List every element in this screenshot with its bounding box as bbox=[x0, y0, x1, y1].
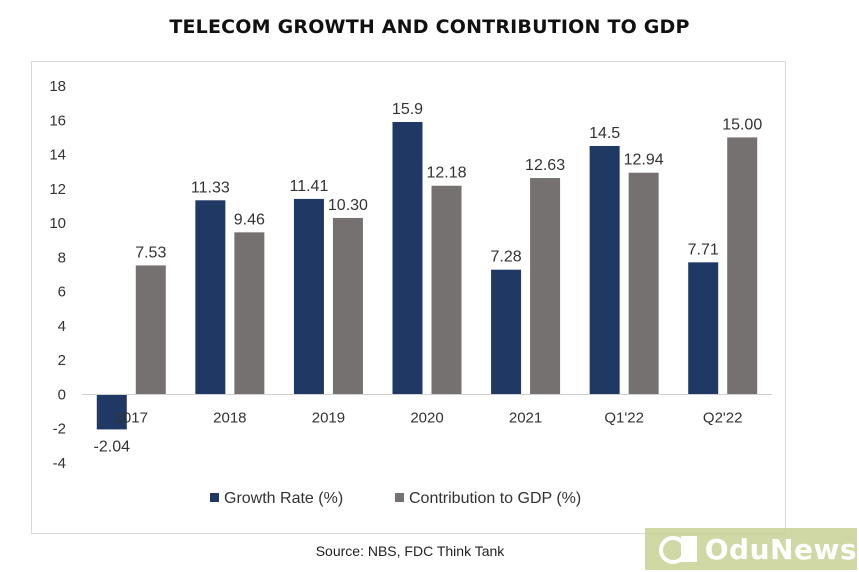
bar-growth-rate bbox=[195, 200, 226, 395]
data-label-contribution: 12.63 bbox=[525, 157, 565, 174]
bar-growth-rate bbox=[589, 145, 620, 395]
data-label-contribution: 15.00 bbox=[722, 116, 762, 133]
data-label-growth-rate: 14.5 bbox=[589, 125, 620, 142]
x-category-label: 2021 bbox=[509, 409, 542, 426]
y-tick-label: 12 bbox=[49, 181, 66, 198]
y-tick-label: 8 bbox=[58, 249, 66, 266]
data-label-growth-rate: 11.41 bbox=[289, 178, 328, 195]
bar-contribution bbox=[727, 137, 758, 395]
y-tick-label: 10 bbox=[49, 215, 66, 232]
y-tick-label: 18 bbox=[49, 78, 66, 95]
bar-contribution bbox=[530, 178, 561, 395]
data-label-contribution: 10.30 bbox=[328, 197, 368, 214]
chart-title: TELECOM GROWTH AND CONTRIBUTION TO GDP bbox=[169, 16, 690, 38]
legend-contribution-label: Contribution to GDP (%) bbox=[409, 490, 581, 507]
x-category-label: 2017 bbox=[115, 409, 148, 426]
bar-contribution bbox=[628, 172, 659, 395]
x-category-label: 2018 bbox=[213, 409, 246, 426]
y-tick-label: 0 bbox=[58, 386, 66, 403]
x-category-label: Q2'22 bbox=[703, 409, 743, 426]
data-label-contribution: 12.94 bbox=[624, 152, 664, 169]
bar-growth-rate bbox=[491, 269, 522, 395]
data-label-growth-rate: 7.71 bbox=[688, 241, 719, 258]
bar-contribution bbox=[431, 185, 462, 395]
bar-growth-rate bbox=[293, 198, 324, 395]
watermark: OduNews bbox=[645, 528, 857, 570]
category-labels: 2017 2018 2019 2020 2021 Q1'22 Q2'22 bbox=[115, 409, 743, 426]
y-tick-label: 6 bbox=[58, 284, 66, 301]
bar-contribution bbox=[234, 232, 265, 395]
y-tick-label: 14 bbox=[49, 147, 66, 164]
data-label-growth-rate: 15.9 bbox=[392, 101, 423, 118]
bar-contribution bbox=[332, 217, 363, 395]
bar-growth-rate bbox=[688, 262, 719, 395]
bar-growth-rate bbox=[96, 394, 127, 430]
y-tick-label: 2 bbox=[58, 352, 66, 369]
y-tick-label: -4 bbox=[53, 455, 66, 472]
legend: Growth Rate (%) Contribution to GDP (%) bbox=[210, 490, 581, 507]
data-label-contribution: 12.18 bbox=[426, 165, 466, 182]
x-category-label: 2020 bbox=[410, 409, 443, 426]
data-label-contribution: 7.53 bbox=[135, 244, 166, 261]
bars bbox=[96, 121, 758, 430]
data-label-growth-rate: -2.04 bbox=[94, 438, 131, 455]
y-axis-ticks: 18 16 14 12 10 8 6 4 2 0 -2 -4 bbox=[49, 78, 66, 472]
watermark-brand: OduNews bbox=[704, 532, 857, 566]
y-tick-label: 4 bbox=[58, 318, 66, 335]
watermark-logo-icon bbox=[659, 536, 699, 564]
x-category-label: 2019 bbox=[312, 409, 345, 426]
data-label-contribution: 9.46 bbox=[234, 211, 265, 228]
legend-contribution-swatch bbox=[395, 493, 404, 502]
source-note: Source: NBS, FDC Think Tank bbox=[315, 543, 505, 559]
legend-growth-rate-label: Growth Rate (%) bbox=[224, 490, 343, 507]
data-label-growth-rate: 11.33 bbox=[191, 179, 230, 196]
chart-frame: 18 16 14 12 10 8 6 4 2 0 -2 -4 2017 2018 2019 2020 2021… bbox=[31, 61, 786, 534]
y-tick-label: 16 bbox=[49, 112, 66, 129]
bar-growth-rate bbox=[392, 121, 423, 395]
legend-growth-rate-swatch bbox=[210, 493, 219, 502]
chart-svg: 18 16 14 12 10 8 6 4 2 0 -2 -4 2017 2018 2019 2020 2021… bbox=[49, 78, 772, 507]
data-label-growth-rate: 7.28 bbox=[491, 249, 522, 266]
y-tick-label: -2 bbox=[53, 421, 66, 438]
bar-contribution bbox=[135, 265, 166, 395]
x-category-label: Q1'22 bbox=[604, 409, 644, 426]
